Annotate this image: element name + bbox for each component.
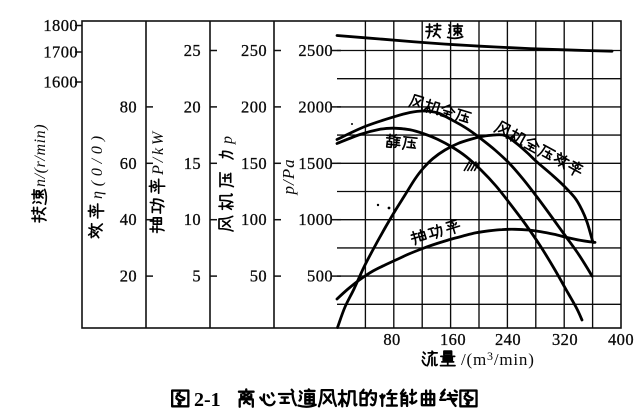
- svg-text:15: 15: [184, 154, 201, 173]
- svg-text:2000: 2000: [298, 97, 333, 116]
- svg-text:5: 5: [192, 267, 201, 286]
- svg-text:1800: 1800: [43, 16, 78, 35]
- svg-text:80: 80: [120, 97, 137, 116]
- svg-text:P/kW: P/kW: [150, 129, 167, 176]
- svg-text:2500: 2500: [298, 41, 333, 60]
- svg-text:20: 20: [184, 97, 201, 116]
- svg-text:1600: 1600: [43, 73, 78, 92]
- svg-text:80: 80: [383, 330, 400, 349]
- svg-text:1700: 1700: [43, 43, 78, 62]
- svg-text:p/Pa: p/Pa: [279, 158, 298, 195]
- svg-text:250: 250: [241, 41, 267, 60]
- svg-text:2-1: 2-1: [194, 389, 221, 411]
- svg-text:150: 150: [241, 154, 267, 173]
- svg-text:40: 40: [120, 210, 137, 229]
- svg-text:n/(r/min): n/(r/min): [32, 124, 49, 187]
- svg-text:320: 320: [552, 330, 578, 349]
- svg-text:25: 25: [184, 41, 201, 60]
- svg-text:/(m3/min): /(m3/min): [461, 349, 535, 369]
- svg-text:60: 60: [120, 154, 137, 173]
- svg-text:240: 240: [495, 330, 521, 349]
- svg-text:10: 10: [184, 210, 201, 229]
- svg-text:η(0/0): η(0/0): [89, 131, 106, 199]
- svg-text:50: 50: [250, 267, 267, 286]
- svg-text:20: 20: [120, 267, 137, 286]
- svg-text:p: p: [219, 135, 236, 145]
- svg-text:100: 100: [241, 210, 267, 229]
- svg-text:200: 200: [241, 97, 267, 116]
- svg-text:160: 160: [440, 330, 466, 349]
- svg-text:400: 400: [608, 330, 634, 349]
- svg-text:1000: 1000: [298, 210, 333, 229]
- svg-text:500: 500: [307, 267, 333, 286]
- svg-text:1500: 1500: [298, 154, 333, 173]
